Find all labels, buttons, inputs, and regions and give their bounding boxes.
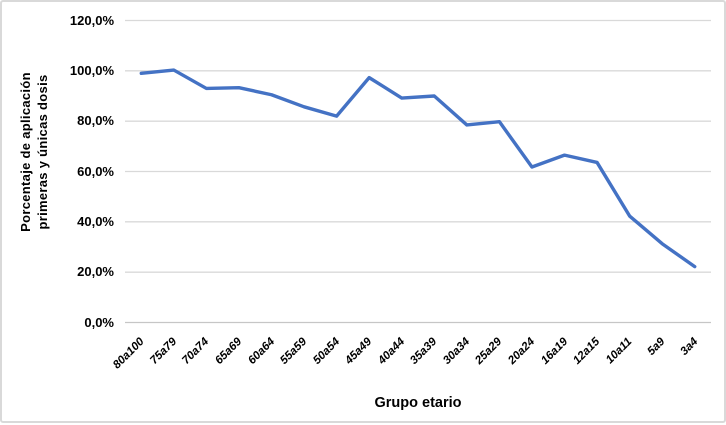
y-axis-title: Porcentaje de aplicación primeras y únic… [17, 2, 51, 302]
y-axis-tick-label: 0,0% [84, 314, 114, 330]
y-axis-tick-label: 40,0% [77, 213, 114, 229]
y-axis-tick-label: 100,0% [69, 62, 114, 78]
x-axis-title: Grupo etario [374, 395, 462, 411]
y-axis-title-line1: Porcentaje de aplicación [18, 72, 33, 232]
y-axis-tick-label: 80,0% [77, 113, 114, 129]
y-axis-title-line2: primeras y únicas dosis [35, 74, 50, 230]
y-axis-tick-label: 20,0% [77, 264, 114, 280]
y-axis-tick-label: 120,0% [69, 12, 114, 28]
series-line [139, 68, 697, 269]
y-axis-tick-label: 60,0% [77, 163, 114, 179]
